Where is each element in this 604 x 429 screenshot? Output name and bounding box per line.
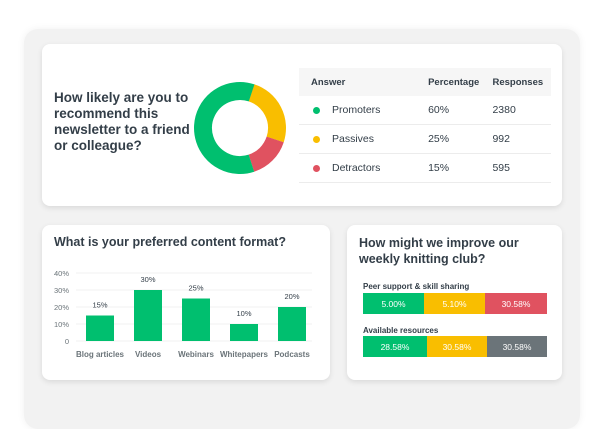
nps-question: How likely are you to recommend this new… [54, 90, 190, 153]
bar-videos [134, 290, 162, 341]
y-tick-label: 0 [65, 337, 69, 346]
y-tick-label: 20% [54, 303, 69, 312]
row-pct: 25% [428, 133, 450, 145]
row-count: 595 [492, 162, 510, 174]
content-format-card: What is your preferred content format? 0… [42, 225, 330, 380]
stack-segment: 5.10% [424, 293, 485, 314]
y-tick-label: 30% [54, 286, 69, 295]
row-count: 992 [492, 133, 510, 145]
x-category-label: Videos [135, 350, 162, 359]
group-label: Peer support & skill sharing [363, 282, 470, 291]
knitting-club-card: How might we improve our weekly knitting… [347, 225, 562, 380]
y-tick-label: 40% [54, 269, 69, 278]
content-format-bar-chart: 0 10% 20% 30% 40% 15% Blog articles 30% Videos 25… [54, 269, 312, 359]
table-row-passives: Passives 25% 992 [299, 125, 551, 154]
table-row-detractors: Detractors 15% 595 [299, 154, 551, 183]
bar-value-label: 20% [284, 292, 299, 301]
bar-podcasts [278, 307, 306, 341]
y-tick-label: 10% [54, 320, 69, 329]
table-row-promoters: Promoters 60% 2380 [299, 96, 551, 125]
x-category-label: Podcasts [274, 350, 310, 359]
stack-segment: 28.58% [363, 336, 427, 357]
nps-card: How likely are you to recommend this new… [42, 44, 562, 206]
bar-blog-articles [86, 315, 114, 341]
promoters-dot-icon [313, 106, 320, 114]
bar-value-label: 10% [236, 309, 251, 318]
group-label: Available resources [363, 326, 439, 335]
row-pct: 60% [428, 104, 450, 116]
stack-segment: 30.58% [485, 293, 547, 314]
stack-segment: 30.58% [427, 336, 487, 357]
bar-value-label: 25% [188, 284, 203, 293]
stack-segment: 5.00% [363, 293, 424, 314]
bar-webinars [182, 298, 210, 341]
format-question: What is your preferred content format? [54, 235, 286, 249]
table-header: Answer Percentage Responses [299, 68, 551, 96]
stacked-bar-available-resources: 28.58% 30.58% 30.58% [363, 336, 547, 357]
row-label: Passives [332, 133, 375, 145]
x-category-label: Blog articles [76, 350, 125, 359]
nps-table: Answer Percentage Responses Promoters 60… [299, 68, 551, 183]
header-answer: Answer [311, 76, 346, 88]
row-count: 2380 [492, 104, 516, 116]
bar-whitepapers [230, 324, 258, 341]
bar-value-label: 30% [140, 275, 155, 284]
passives-dot-icon [313, 135, 320, 143]
header-percentage: Percentage [428, 76, 480, 88]
x-category-label: Webinars [178, 350, 214, 359]
nps-donut-chart [193, 82, 286, 174]
row-label: Detractors [332, 162, 381, 174]
bar-value-label: 15% [92, 301, 107, 310]
detractors-dot-icon [313, 164, 320, 172]
improve-question: How might we improve our weekly knitting… [359, 236, 519, 266]
row-label: Promoters [332, 104, 381, 116]
header-responses: Responses [492, 76, 544, 88]
donut-slice-promoters [193, 82, 286, 174]
stacked-bar-peer-support: 5.00% 5.10% 30.58% [363, 293, 547, 314]
x-category-label: Whitepapers [220, 350, 269, 359]
row-pct: 15% [428, 162, 450, 174]
stack-segment: 30.58% [487, 336, 547, 357]
